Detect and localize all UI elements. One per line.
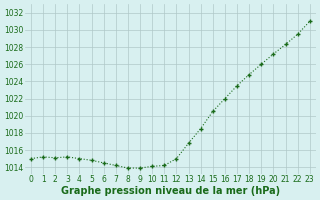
X-axis label: Graphe pression niveau de la mer (hPa): Graphe pression niveau de la mer (hPa) — [61, 186, 280, 196]
